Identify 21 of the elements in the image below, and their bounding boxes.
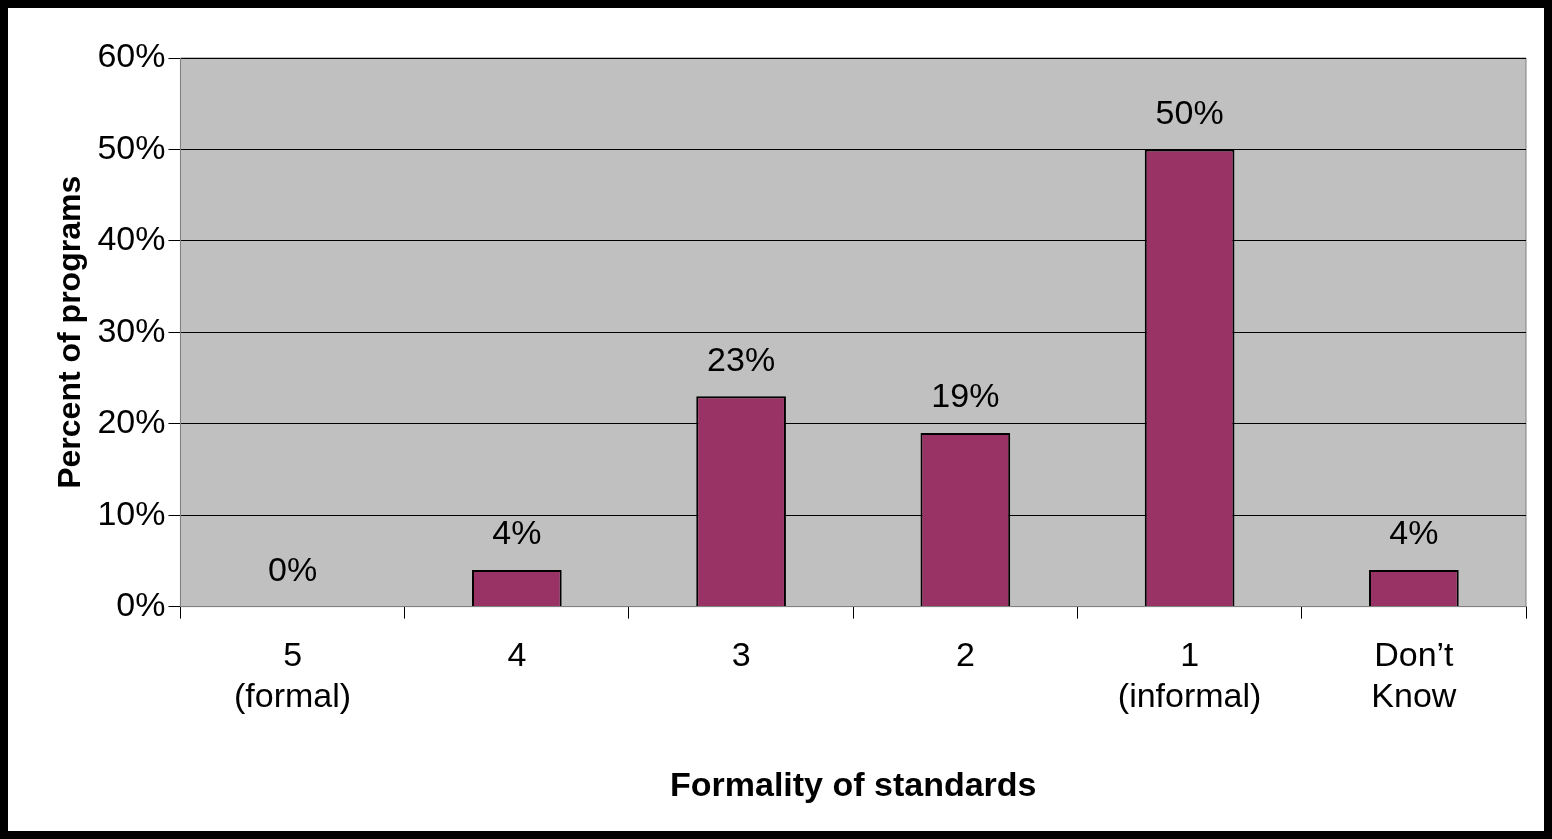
y-tick-label: 30% [97, 310, 166, 349]
y-tick-label: 20% [97, 402, 166, 441]
x-tick-label: Don’t Know [1371, 635, 1457, 715]
x-axis-title: Formality of standards [669, 764, 1037, 803]
y-tick-label: 50% [97, 127, 166, 166]
x-tick-label: 5 (formal) [234, 635, 352, 715]
y-tick-label: 60% [97, 36, 166, 75]
y-axis-title: Percent of programs [51, 175, 88, 489]
data-label: 23% [707, 339, 776, 378]
data-label: 19% [931, 376, 1000, 415]
data-label: 4% [492, 513, 542, 552]
x-tick-label: 3 [731, 635, 751, 674]
data-label: 4% [1389, 513, 1439, 552]
x-tick-label: 2 [955, 635, 975, 674]
data-label: 0% [268, 549, 318, 588]
data-label: 50% [1155, 92, 1224, 131]
y-tick-label: 40% [97, 219, 166, 258]
y-tick-label: 0% [116, 584, 166, 623]
x-tick-label: 4 [507, 635, 527, 674]
x-tick-label: 1 (informal) [1117, 635, 1262, 715]
y-tick-label: 10% [97, 493, 166, 532]
